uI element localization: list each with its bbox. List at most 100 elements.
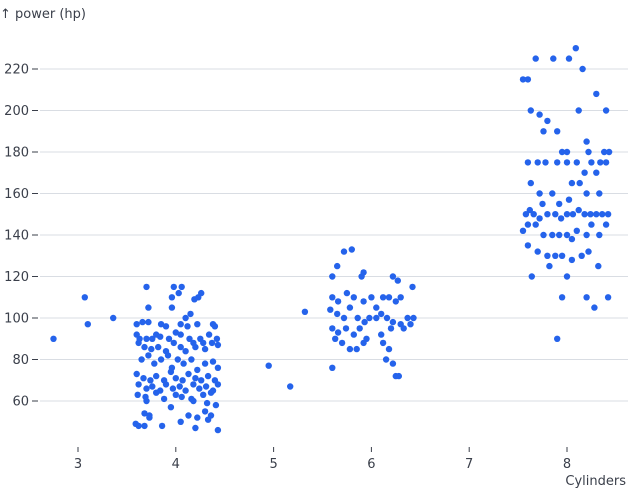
data-point [552, 211, 559, 218]
data-point [194, 321, 201, 328]
data-point [360, 298, 367, 305]
data-point [84, 321, 92, 328]
x-axis-label: Cylinders [565, 474, 626, 489]
data-point [595, 262, 602, 270]
data-point [604, 294, 612, 301]
data-point [599, 211, 606, 218]
data-point [578, 252, 585, 259]
y-tick-label: 180 [4, 146, 29, 161]
data-point [585, 148, 592, 156]
data-point [563, 159, 571, 166]
data-point [182, 348, 189, 355]
data-point [169, 385, 177, 392]
data-point [569, 211, 577, 218]
data-point [332, 335, 339, 342]
data-point [532, 221, 539, 228]
data-point [395, 372, 402, 380]
data-point [143, 283, 150, 291]
data-point [572, 45, 579, 52]
data-point [558, 294, 566, 301]
data-point [557, 215, 565, 222]
data-point [342, 325, 350, 332]
data-point [583, 138, 590, 145]
data-point [556, 200, 563, 208]
data-point [542, 159, 549, 166]
data-point [554, 128, 561, 135]
data-point [565, 196, 573, 203]
data-point [138, 356, 145, 363]
data-point [575, 107, 582, 114]
data-point [185, 370, 192, 378]
data-point [158, 422, 166, 430]
data-point [301, 308, 309, 315]
data-point [549, 231, 556, 239]
data-point [190, 381, 197, 388]
data-point [544, 252, 551, 259]
y-tick-label: 80 [12, 353, 29, 368]
data-point [524, 76, 532, 83]
data-point [348, 246, 355, 253]
data-point [141, 343, 148, 351]
data-point [338, 339, 346, 347]
x-axis: 3 4 5 6 7 8 [74, 447, 571, 472]
x-tick-label: 7 [465, 457, 473, 472]
data-point [133, 370, 140, 378]
data-point [593, 211, 600, 218]
data-point [167, 368, 175, 376]
data-point [346, 345, 354, 353]
data-point [373, 304, 380, 311]
data-point [539, 200, 546, 208]
data-point [141, 422, 148, 430]
data-point [397, 294, 404, 301]
data-point [170, 339, 177, 347]
data-point [602, 107, 610, 114]
data-point [346, 304, 354, 311]
data-point [207, 389, 215, 396]
data-point [544, 211, 551, 218]
data-point [334, 329, 342, 336]
data-point [524, 221, 532, 228]
data-point [389, 360, 397, 367]
data-point [334, 262, 341, 270]
data-point [410, 314, 417, 322]
data-point [360, 339, 367, 347]
data-point [536, 111, 543, 118]
data-point [209, 358, 217, 365]
data-point [407, 321, 414, 328]
data-point [168, 304, 176, 311]
x-tick-label: 4 [172, 457, 180, 472]
x-tick-label: 5 [269, 457, 277, 472]
data-point [385, 345, 393, 353]
data-point [604, 211, 612, 218]
data-point [168, 294, 176, 301]
data-point [532, 55, 539, 62]
data-point [389, 318, 397, 326]
data-point [145, 304, 152, 311]
data-point [194, 414, 201, 421]
data-point [329, 364, 336, 371]
data-point [192, 424, 199, 432]
data-point [378, 310, 385, 318]
data-point [167, 404, 175, 411]
data-point [334, 298, 342, 305]
data-point [519, 227, 527, 234]
data-point [188, 356, 195, 363]
data-point [527, 107, 534, 114]
data-point [202, 383, 210, 390]
data-point [519, 76, 527, 83]
data-point [146, 412, 153, 419]
data-point [329, 294, 336, 301]
data-point [568, 179, 576, 187]
data-point [382, 356, 390, 363]
data-point [164, 352, 172, 359]
data-point [361, 318, 368, 326]
data-point [556, 231, 563, 239]
data-point [214, 364, 222, 371]
data-point [568, 256, 576, 264]
data-point [201, 360, 209, 367]
data-point [165, 335, 173, 342]
data-point [540, 231, 547, 239]
data-point [340, 248, 348, 255]
data-point [147, 377, 154, 384]
